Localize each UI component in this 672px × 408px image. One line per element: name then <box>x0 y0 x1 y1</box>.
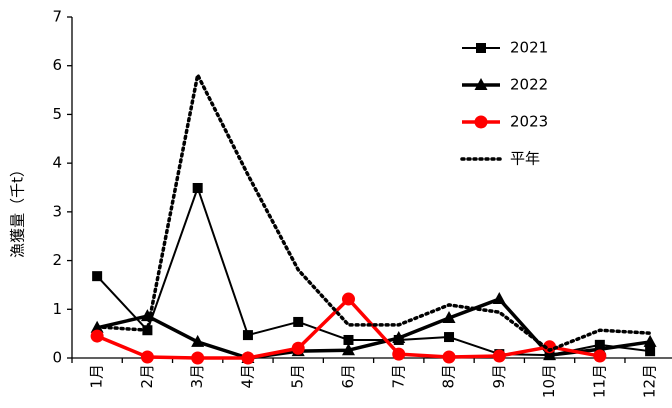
x-tick-label: 8月 <box>440 364 458 389</box>
marker <box>92 271 103 282</box>
marker <box>492 292 506 305</box>
marker <box>191 351 205 365</box>
legend-label: 2022 <box>510 76 548 94</box>
x-tick-label: 6月 <box>339 364 357 389</box>
marker <box>543 348 557 361</box>
y-tick-label: 5 <box>52 105 62 123</box>
marker <box>291 341 305 355</box>
marker <box>444 332 455 343</box>
x-tick-label: 2月 <box>138 364 156 389</box>
marker <box>341 343 355 356</box>
legend-label: 平年 <box>510 150 540 168</box>
marker <box>90 329 104 343</box>
x-tick-label: 10月 <box>540 364 558 398</box>
x-tick-label: 7月 <box>389 364 407 389</box>
series-line <box>95 73 652 352</box>
y-tick-label: 3 <box>52 202 62 220</box>
legend-label: 2023 <box>510 113 548 131</box>
y-tick-label: 4 <box>52 154 62 172</box>
marker <box>140 350 154 364</box>
marker <box>442 311 456 324</box>
marker <box>341 292 355 306</box>
marker <box>293 316 304 327</box>
x-tick-label: 11月 <box>590 364 608 398</box>
marker <box>645 346 656 357</box>
legend-marker <box>474 78 488 90</box>
y-tick-label: 6 <box>52 56 62 74</box>
legend-label: 2021 <box>510 39 548 57</box>
series-line <box>96 186 651 357</box>
x-tick-label: 4月 <box>238 364 256 389</box>
x-tick-label: 12月 <box>641 364 659 398</box>
marker <box>241 351 255 365</box>
marker <box>191 334 205 347</box>
x-tick-label: 9月 <box>490 364 508 389</box>
marker <box>643 334 657 347</box>
legend-marker <box>474 115 488 129</box>
marker <box>442 350 456 364</box>
marker <box>242 330 253 341</box>
marker <box>343 334 354 345</box>
marker <box>392 347 406 361</box>
marker <box>392 331 406 344</box>
x-tick-label: 3月 <box>188 364 206 389</box>
series-line <box>96 297 651 360</box>
legend-marker <box>476 43 486 53</box>
marker <box>192 182 203 193</box>
marker <box>593 349 607 363</box>
x-tick-label: 1月 <box>88 364 106 389</box>
y-tick-label: 2 <box>52 251 62 269</box>
y-axis-label: 漁獲量（千t） <box>9 162 27 258</box>
marker <box>492 349 506 363</box>
x-tick-label: 5月 <box>289 364 307 389</box>
y-tick-label: 1 <box>52 300 62 318</box>
marker <box>543 340 557 354</box>
y-tick-label: 0 <box>52 349 62 367</box>
y-tick-label: 7 <box>52 8 62 26</box>
